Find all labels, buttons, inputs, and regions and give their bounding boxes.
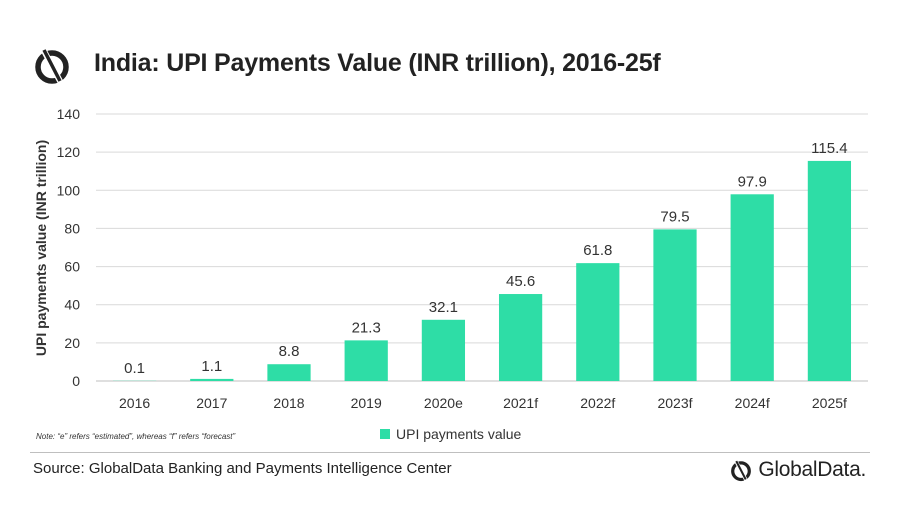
data-labels: 0.1 1.1 8.8 21.3 32.1 45.6 61.8 79.5 97.9 115.4 <box>124 140 847 377</box>
data-label: 79.5 <box>660 208 689 225</box>
globaldata-brand-icon <box>731 459 752 482</box>
x-tick-label: 2022f <box>580 395 615 411</box>
x-tick-label: 2025f <box>812 395 847 411</box>
data-label: 32.1 <box>429 299 458 316</box>
data-label: 8.8 <box>279 343 300 360</box>
x-tick-label: 2017 <box>196 395 227 411</box>
bar <box>344 340 388 381</box>
bar <box>498 294 543 381</box>
y-axis-title: UPI payments value (INR trillion) <box>33 140 49 356</box>
x-tick-label: 2024f <box>735 395 770 411</box>
bar <box>576 263 620 381</box>
data-label: 61.8 <box>583 242 612 259</box>
bars <box>112 160 852 381</box>
y-tick-label: 40 <box>64 297 80 313</box>
data-label: 97.9 <box>738 173 767 190</box>
bar <box>807 160 852 381</box>
bar <box>730 194 774 381</box>
x-tick-label: 2020e <box>424 395 463 411</box>
data-label: 21.3 <box>352 319 381 336</box>
y-tick-label: 140 <box>57 106 81 122</box>
y-tick-label: 60 <box>64 259 80 275</box>
y-tick-label: 80 <box>64 220 80 236</box>
bar <box>653 229 697 381</box>
y-tick-label: 120 <box>57 144 81 160</box>
chart-title: India: UPI Payments Value (INR trillion)… <box>94 49 661 77</box>
bar <box>421 319 466 381</box>
legend: UPI payments value <box>380 426 521 442</box>
data-label: 115.4 <box>811 140 847 157</box>
globaldata-logo-icon <box>35 47 69 85</box>
x-tick-label: 2016 <box>119 395 150 411</box>
x-tick-label: 2021f <box>503 395 538 411</box>
chart-note: Note: “e” refers “estimated”, whereas “f… <box>36 432 236 441</box>
brand-logo: GlobalData. <box>728 456 866 484</box>
x-tick-label: 2023f <box>657 395 692 411</box>
bar <box>190 378 234 381</box>
legend-label: UPI payments value <box>396 426 522 442</box>
source-text: Source: GlobalData Banking and Payments … <box>33 460 452 477</box>
y-tick-label: 20 <box>64 335 80 351</box>
data-label: 45.6 <box>506 273 535 290</box>
footer-divider <box>30 452 870 453</box>
data-label: 1.1 <box>201 358 222 375</box>
x-tick-label: 2018 <box>273 395 304 411</box>
bar <box>267 364 311 381</box>
x-tick-label: 2019 <box>351 395 382 411</box>
y-tick-label: 100 <box>57 182 81 198</box>
data-label: 0.1 <box>124 360 145 377</box>
brand-name: GlobalData. <box>758 458 866 481</box>
y-tick-label: 0 <box>72 373 80 389</box>
legend-swatch <box>380 429 390 439</box>
